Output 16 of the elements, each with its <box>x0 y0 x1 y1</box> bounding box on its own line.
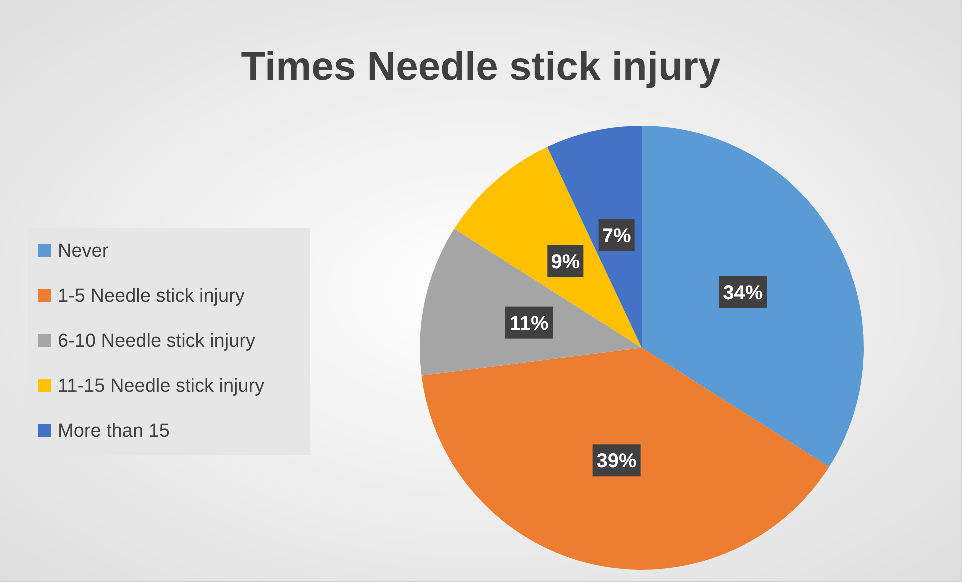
legend-label: More than 15 <box>58 421 170 442</box>
data-label: 7% <box>602 225 632 248</box>
data-label: 9% <box>551 251 580 274</box>
pie-slice <box>420 229 642 376</box>
data-label: 11% <box>510 312 550 335</box>
legend-label: 1-5 Needle stick injury <box>58 286 246 307</box>
legend-label: 6-10 Needle stick injury <box>58 331 256 352</box>
pie-slice <box>642 126 864 467</box>
legend-label: Never <box>58 241 110 262</box>
data-label: 39% <box>596 450 638 473</box>
legend-label: 11-15 Needle stick injury <box>58 376 266 397</box>
pie-slice <box>547 126 642 348</box>
pie-slice <box>422 348 830 570</box>
pie-slice <box>454 147 642 348</box>
chart-title: Times Needle stick injury <box>241 45 722 89</box>
data-label: 34% <box>723 282 764 304</box>
